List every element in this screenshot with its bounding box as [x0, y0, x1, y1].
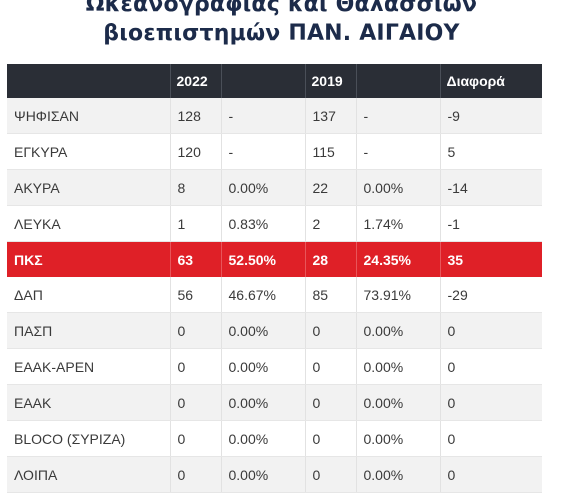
cell-votes-2022: 120	[170, 133, 222, 170]
cell-pct-2019: 1.74%	[356, 205, 441, 242]
cell-pct-2022: 0.83%	[221, 205, 306, 242]
cell-pct-2019: 0.00%	[356, 456, 441, 493]
cell-difference: -1	[440, 205, 542, 242]
cell-pct-2019: 0.00%	[356, 348, 441, 385]
cell-pct-2022: 52.50%	[221, 241, 306, 277]
table-row: ΔΑΠ 56 46.67% 85 73.91% -29	[7, 277, 542, 313]
cell-pct-2022: 0.00%	[221, 420, 306, 457]
cell-votes-2022: 56	[170, 277, 222, 313]
cell-pct-2019: 0.00%	[356, 312, 441, 349]
cell-difference: 5	[440, 133, 542, 170]
cell-votes-2019: 0	[305, 456, 357, 493]
cell-votes-2022: 128	[170, 98, 222, 134]
cell-name: ΕΓΚΥΡΑ	[7, 133, 171, 170]
title-line-1: Ωκεανογραφίας και Θαλάσσιων	[85, 0, 478, 17]
cell-name: ΑΚΥΡΑ	[7, 169, 171, 206]
cell-pct-2019: 0.00%	[356, 169, 441, 206]
cell-votes-2019: 85	[305, 277, 357, 313]
table-row: ΕΑΑΚ 0 0.00% 0 0.00% 0	[7, 384, 542, 421]
header-cell-name	[7, 64, 171, 98]
table-row: ΕΓΚΥΡΑ 120 - 115 - 5	[7, 133, 542, 170]
header-cell-2019-pct	[356, 64, 441, 98]
cell-pct-2022: 0.00%	[221, 384, 306, 421]
cell-pct-2019: 0.00%	[356, 384, 441, 421]
table-row-highlighted: ΠΚΣ 63 52.50% 28 24.35% 35	[7, 241, 542, 277]
cell-pct-2019: -	[356, 133, 441, 170]
cell-votes-2022: 0	[170, 456, 222, 493]
cell-votes-2022: 0	[170, 348, 222, 385]
cell-votes-2019: 115	[305, 133, 357, 170]
header-cell-difference: Διαφορά	[446, 73, 505, 89]
cell-votes-2019: 0	[305, 348, 357, 385]
title-line-2: βιοεπιστημών ΠΑΝ. ΑΙΓΑΙΟΥ	[103, 21, 460, 46]
table-row: ΛΟΙΠΑ 0 0.00% 0 0.00% 0	[7, 456, 542, 493]
cell-votes-2019: 0	[305, 384, 357, 421]
cell-votes-2019: 22	[305, 169, 357, 206]
cell-votes-2019: 137	[305, 98, 357, 134]
cell-name: ΠΚΣ	[7, 241, 171, 277]
cell-difference: -9	[440, 98, 542, 134]
cell-votes-2019: 28	[305, 241, 357, 277]
cell-pct-2022: 0.00%	[221, 169, 306, 206]
cell-difference: 0	[440, 348, 542, 385]
cell-difference: 35	[447, 251, 464, 268]
cell-votes-2022: 8	[170, 169, 222, 206]
table-row: BLOCO (ΣΥΡΙΖΑ) 0 0.00% 0 0.00% 0	[7, 420, 542, 457]
cell-difference: 0	[440, 456, 542, 493]
cell-votes-2022: 0	[170, 312, 222, 349]
cell-pct-2022: -	[221, 98, 306, 134]
table-row: ΑΚΥΡΑ 8 0.00% 22 0.00% -14	[7, 169, 542, 206]
results-table: 2022 2019 Διαφορά ΨΗΦΙΣΑΝ 128 - 137 - -9…	[7, 64, 542, 493]
cell-difference: -14	[440, 169, 542, 206]
cell-name: ΕΑΑΚ-ΑΡΕΝ	[7, 348, 171, 385]
cell-name: ΛΟΙΠΑ	[7, 456, 171, 493]
cell-votes-2022: 0	[170, 420, 222, 457]
cell-pct-2019: -	[356, 98, 441, 134]
header-cell-2022: 2022	[170, 64, 222, 98]
cell-difference: 0	[440, 420, 542, 457]
cell-pct-2022: 46.67%	[221, 277, 306, 313]
cell-votes-2019: 0	[305, 312, 357, 349]
cell-votes-2022: 1	[170, 205, 222, 242]
cell-difference: 0	[440, 312, 542, 349]
cell-name: BLOCO (ΣΥΡΙΖΑ)	[7, 420, 171, 457]
table-row: ΠΑΣΠ 0 0.00% 0 0.00% 0	[7, 312, 542, 349]
table-row: ΨΗΦΙΣΑΝ 128 - 137 - -9	[7, 98, 542, 134]
cell-pct-2022: 0.00%	[221, 456, 306, 493]
cell-votes-2022: 0	[170, 384, 222, 421]
table-header-row: 2022 2019 Διαφορά	[7, 64, 542, 98]
header-cell-2019: 2019	[305, 64, 357, 98]
cell-pct-2019: 73.91%	[356, 277, 441, 313]
table-row: ΛΕΥΚΑ 1 0.83% 2 1.74% -1	[7, 205, 542, 242]
page-margin	[542, 64, 563, 487]
cell-pct-2019: 0.00%	[356, 420, 441, 457]
cell-votes-2019: 0	[305, 420, 357, 457]
cell-name: ΨΗΦΙΣΑΝ	[7, 98, 171, 134]
cell-votes-2019: 2	[305, 205, 357, 242]
cell-name: ΛΕΥΚΑ	[7, 205, 171, 242]
cell-pct-2022: -	[221, 133, 306, 170]
cell-name: ΔΑΠ	[7, 277, 171, 313]
table-row: ΕΑΑΚ-ΑΡΕΝ 0 0.00% 0 0.00% 0	[7, 348, 542, 385]
cell-pct-2019: 24.35%	[356, 241, 441, 277]
cell-difference: 0	[440, 384, 542, 421]
header-cell-2022-pct	[221, 64, 306, 98]
cell-difference: -29	[440, 277, 542, 313]
cell-name: ΠΑΣΠ	[7, 312, 171, 349]
cell-name: ΕΑΑΚ	[7, 384, 171, 421]
cell-pct-2022: 0.00%	[221, 312, 306, 349]
cell-votes-2022: 63	[170, 241, 222, 277]
cell-pct-2022: 0.00%	[221, 348, 306, 385]
